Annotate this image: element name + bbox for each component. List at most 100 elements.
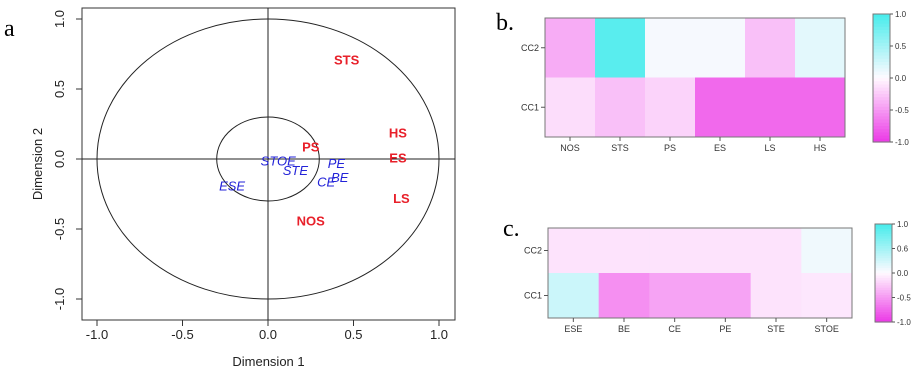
cell-cc2-ese (548, 228, 600, 274)
colorbar-step (873, 119, 890, 124)
cell-cc2-ps (645, 18, 696, 78)
colorbar-step (873, 116, 890, 121)
colorbar-step (873, 49, 890, 53)
cell-cc1-es (695, 77, 746, 138)
colorbar-tick-label: 1.0 (897, 220, 909, 229)
colorbar-step (875, 302, 892, 306)
cell-cc2-ls (745, 18, 796, 78)
row-label-cc2: CC2 (521, 43, 539, 53)
heatmap-frame (544, 17, 846, 138)
point-label-ce: CE (317, 174, 335, 189)
col-label-sts: STS (611, 143, 629, 153)
colorbar-tick-label: -0.5 (895, 106, 909, 115)
colorbar-step (875, 292, 892, 296)
point-label-ste: STE (283, 163, 309, 178)
colorbar-step (875, 290, 892, 294)
colorbar-step (875, 273, 892, 277)
colorbar-step (873, 58, 890, 63)
colorbar-step (875, 263, 892, 267)
colorbar-step (873, 26, 890, 31)
colorbar-step (875, 295, 892, 299)
colorbar-step (875, 277, 892, 281)
colorbar-step (873, 17, 890, 21)
point-label-nos: NOS (297, 214, 326, 229)
colorbar-step (873, 36, 890, 41)
colorbar-tick-label: -1.0 (895, 138, 909, 147)
cell-cc2-es (695, 18, 746, 78)
cell-cc1-ls (745, 77, 796, 138)
colorbar-step (873, 138, 890, 143)
colorbar-step (873, 87, 890, 92)
panel-label-c: c. (503, 216, 520, 242)
colorbar-step (873, 52, 890, 57)
cell-cc2-nos (545, 18, 596, 78)
colorbar-step (873, 74, 890, 79)
colorbar-step (873, 132, 890, 137)
colorbar-step (873, 55, 890, 60)
colorbar-step (873, 106, 890, 111)
cell-cc1-ste (750, 273, 802, 319)
colorbar-tick-label: 0.0 (895, 74, 907, 83)
cell-cc1-stoe (801, 273, 853, 319)
point-label-be: BE (331, 170, 349, 185)
colorbar-tick-label: 0.0 (897, 269, 909, 278)
panel-label-a: a (4, 16, 15, 42)
colorbar-step (875, 314, 892, 318)
x-tick-label: 0.5 (344, 327, 362, 342)
y-axis-label: Dimension 2 (30, 128, 45, 200)
colorbar-step (873, 68, 890, 73)
colorbar-step (873, 97, 890, 101)
point-label-stoe: STOE (261, 153, 296, 168)
colorbar-step (875, 280, 892, 284)
col-label-es: ES (714, 143, 726, 153)
x-tick-label: -1.0 (86, 327, 108, 342)
colorbar-tick-label: -1.0 (897, 318, 911, 327)
colorbar-step (873, 90, 890, 95)
col-label-ste: STE (767, 324, 785, 334)
colorbar-step (873, 39, 890, 44)
colorbar-step (875, 238, 892, 242)
col-label-ps: PS (664, 143, 676, 153)
row-label-cc1: CC1 (524, 291, 542, 301)
cell-cc1-nos (545, 77, 596, 138)
heatmap-c: ESE BE CE PE STE STOE CC2 CC1 1.0 0.6 0.0 -0.5 -1.0 (524, 220, 911, 334)
colorbar-step (875, 309, 892, 313)
colorbar-step (873, 71, 890, 76)
colorbar-step (875, 307, 892, 311)
cell-cc2-hs (795, 18, 846, 78)
colorbar-step (873, 46, 890, 50)
col-label-stoe: STOE (814, 324, 838, 334)
y-tick-label: -1.0 (52, 288, 67, 310)
point-label-pe: PE (328, 156, 346, 171)
col-label-hs: HS (814, 143, 827, 153)
colorbar-step (875, 233, 892, 237)
x-tick-label: -0.5 (171, 327, 193, 342)
colorbar-step (875, 265, 892, 269)
y-tick-label: 0.5 (52, 80, 67, 98)
colorbar-step (873, 20, 890, 25)
colorbar-tick-label: -0.5 (897, 294, 911, 303)
colorbar-step (875, 287, 892, 291)
x-tick-label: 0.0 (259, 327, 277, 342)
colorbar-step (873, 110, 890, 114)
col-label-pe: PE (719, 324, 731, 334)
cell-cc1-ese (548, 273, 600, 319)
col-label-nos: NOS (560, 143, 580, 153)
cell-cc1-be (598, 273, 650, 319)
cell-cc2-ste (750, 228, 802, 274)
colorbar-step (875, 312, 892, 316)
colorbar-step (875, 270, 892, 274)
colorbar-step (875, 253, 892, 257)
colorbar-step (875, 260, 892, 264)
colorbar-step (873, 42, 890, 47)
colorbar-step (875, 250, 892, 254)
colorbar-step (875, 248, 892, 252)
colorbar-step (873, 103, 890, 108)
colorbar-step (875, 241, 892, 245)
y-tick-label: -0.5 (52, 218, 67, 240)
colorbar-step (875, 231, 892, 235)
colorbar-step (875, 258, 892, 262)
point-label-ps: PS (302, 139, 320, 154)
col-label-ese: ESE (564, 324, 582, 334)
